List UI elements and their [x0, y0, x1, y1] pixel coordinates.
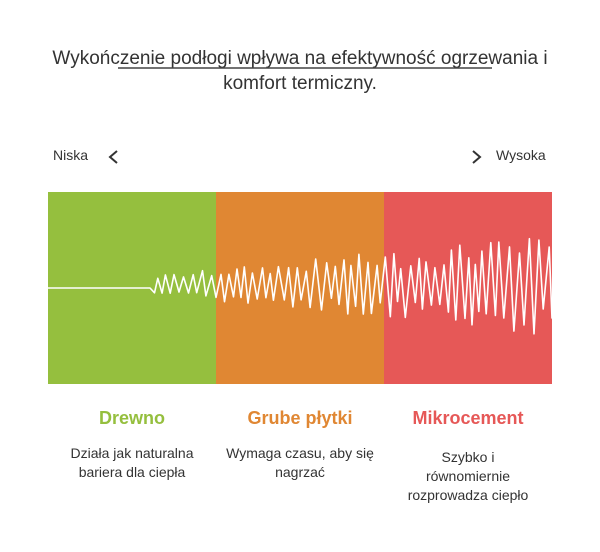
panel-microcement	[384, 192, 552, 384]
panel-title: Grube płytki	[247, 408, 353, 428]
panel-title: Drewno	[98, 408, 165, 428]
scale-low: Niska	[53, 147, 89, 163]
title: Wykończenie podłogi wpływa na efektywnoś…	[52, 48, 548, 94]
panel-title: Mikrocement	[412, 408, 524, 428]
panel-description: Wymaga czasu, aby się nagrzać	[226, 445, 374, 480]
scale-high: Wysoka	[496, 147, 546, 163]
waveform	[48, 237, 553, 335]
panel-description: Działa jak naturalna bariera dla ciepła	[70, 445, 194, 480]
arrow-left	[108, 150, 118, 164]
arrow-right	[472, 150, 482, 164]
panel-description: Szybko i równomiernie rozprowadza ciepło	[407, 449, 529, 503]
